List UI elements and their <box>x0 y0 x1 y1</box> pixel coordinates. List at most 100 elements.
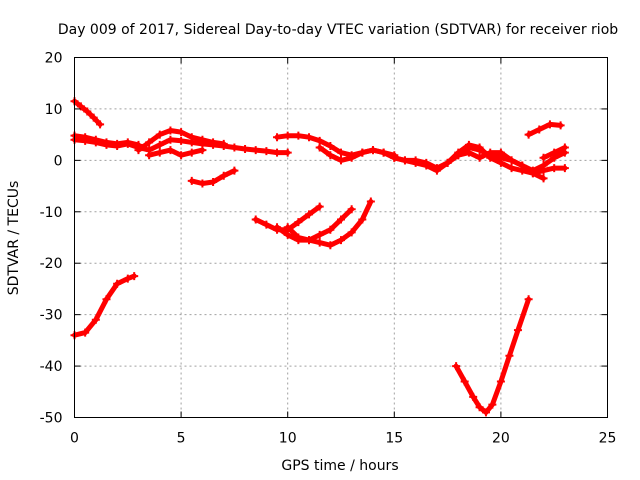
data-point <box>294 233 303 242</box>
data-point <box>315 202 324 211</box>
data-point <box>337 156 345 165</box>
data-point <box>294 218 303 227</box>
y-tick-label: -20 <box>40 256 63 272</box>
series-arc-9 <box>283 197 375 250</box>
series-line <box>526 121 564 138</box>
data-point <box>230 166 239 175</box>
data-point <box>507 156 516 165</box>
data-point <box>460 377 469 386</box>
data-point <box>539 174 548 183</box>
axis-ticks <box>74 57 608 418</box>
series-arc-12 <box>390 140 569 178</box>
data-point <box>315 230 324 239</box>
data-point <box>89 113 98 122</box>
data-point <box>422 161 431 170</box>
data-point <box>432 166 441 175</box>
data-point <box>560 143 569 152</box>
y-axis-label: SDTVAR / TECUs <box>6 181 22 296</box>
data-point <box>177 151 186 160</box>
series-arc-5 <box>145 146 207 160</box>
data-point <box>123 139 132 148</box>
data-point <box>273 223 282 232</box>
data-point <box>283 230 292 239</box>
data-point <box>550 148 559 157</box>
y-tick-label: 10 <box>45 102 63 118</box>
data-point <box>315 143 324 152</box>
data-point <box>145 138 154 147</box>
data-point <box>187 133 196 142</box>
data-point <box>283 131 292 140</box>
data-point <box>177 128 186 137</box>
data-point <box>91 138 100 147</box>
data-point <box>337 236 345 245</box>
data-point <box>315 136 324 145</box>
data-point <box>145 151 154 160</box>
data-point <box>241 145 250 154</box>
data-point <box>560 164 569 173</box>
series-arc-6 <box>187 166 239 188</box>
data-point <box>326 225 335 234</box>
data-point <box>400 156 409 165</box>
data-point <box>505 351 514 360</box>
data-point <box>315 238 324 247</box>
data-point <box>481 408 490 417</box>
plot-frame <box>74 57 608 418</box>
data-point <box>539 161 548 170</box>
series-arc-4 <box>134 126 228 155</box>
data-point <box>366 197 375 206</box>
data-point <box>464 140 473 149</box>
data-point <box>513 326 522 335</box>
data-point <box>81 136 90 145</box>
x-tick-label: 0 <box>70 431 79 447</box>
data-point <box>528 166 537 175</box>
series-arc-13 <box>454 148 569 175</box>
data-point <box>134 146 143 155</box>
data-point <box>379 148 388 157</box>
data-point <box>230 143 239 152</box>
data-point <box>273 148 282 157</box>
x-tick-label: 5 <box>177 431 186 447</box>
data-point <box>198 179 207 188</box>
data-point <box>219 171 228 180</box>
data-point <box>496 148 505 157</box>
data-point <box>507 164 516 173</box>
data-point <box>187 148 196 157</box>
x-tick-label: 20 <box>492 431 510 447</box>
data-point <box>155 130 164 139</box>
y-tick-label: 0 <box>54 153 63 169</box>
data-point <box>524 130 533 139</box>
data-point <box>130 272 139 281</box>
data-point <box>166 146 175 155</box>
data-point <box>469 392 478 401</box>
data-point <box>368 146 377 155</box>
data-point <box>294 131 303 140</box>
data-point <box>326 151 335 160</box>
data-point <box>262 147 271 156</box>
data-point <box>535 125 544 134</box>
x-tick-label: 15 <box>385 431 403 447</box>
data-point <box>251 146 260 155</box>
data-point <box>198 135 207 144</box>
y-tick-label: -40 <box>40 359 63 375</box>
data-point <box>305 236 314 245</box>
data-point <box>452 362 461 371</box>
data-point <box>76 102 85 111</box>
data-point <box>83 107 92 116</box>
chart-title: Day 009 of 2017, Sidereal Day-to-day VTE… <box>58 22 618 38</box>
data-point <box>102 140 111 149</box>
data-point <box>475 143 484 152</box>
data-point <box>177 136 186 145</box>
data-point <box>518 161 527 170</box>
data-point <box>262 220 271 229</box>
data-point <box>305 210 314 219</box>
tick-labels: 0 5 10 15 20 25 -50 -40 -30 -20 -10 0 10 20 <box>40 51 617 447</box>
data-point <box>496 377 505 386</box>
data-point <box>464 148 473 157</box>
data-point <box>283 148 292 157</box>
data-point <box>166 135 175 144</box>
data-point <box>475 403 484 412</box>
y-tick-label: 20 <box>45 51 63 67</box>
data-point <box>96 120 105 129</box>
data-point <box>454 151 463 160</box>
